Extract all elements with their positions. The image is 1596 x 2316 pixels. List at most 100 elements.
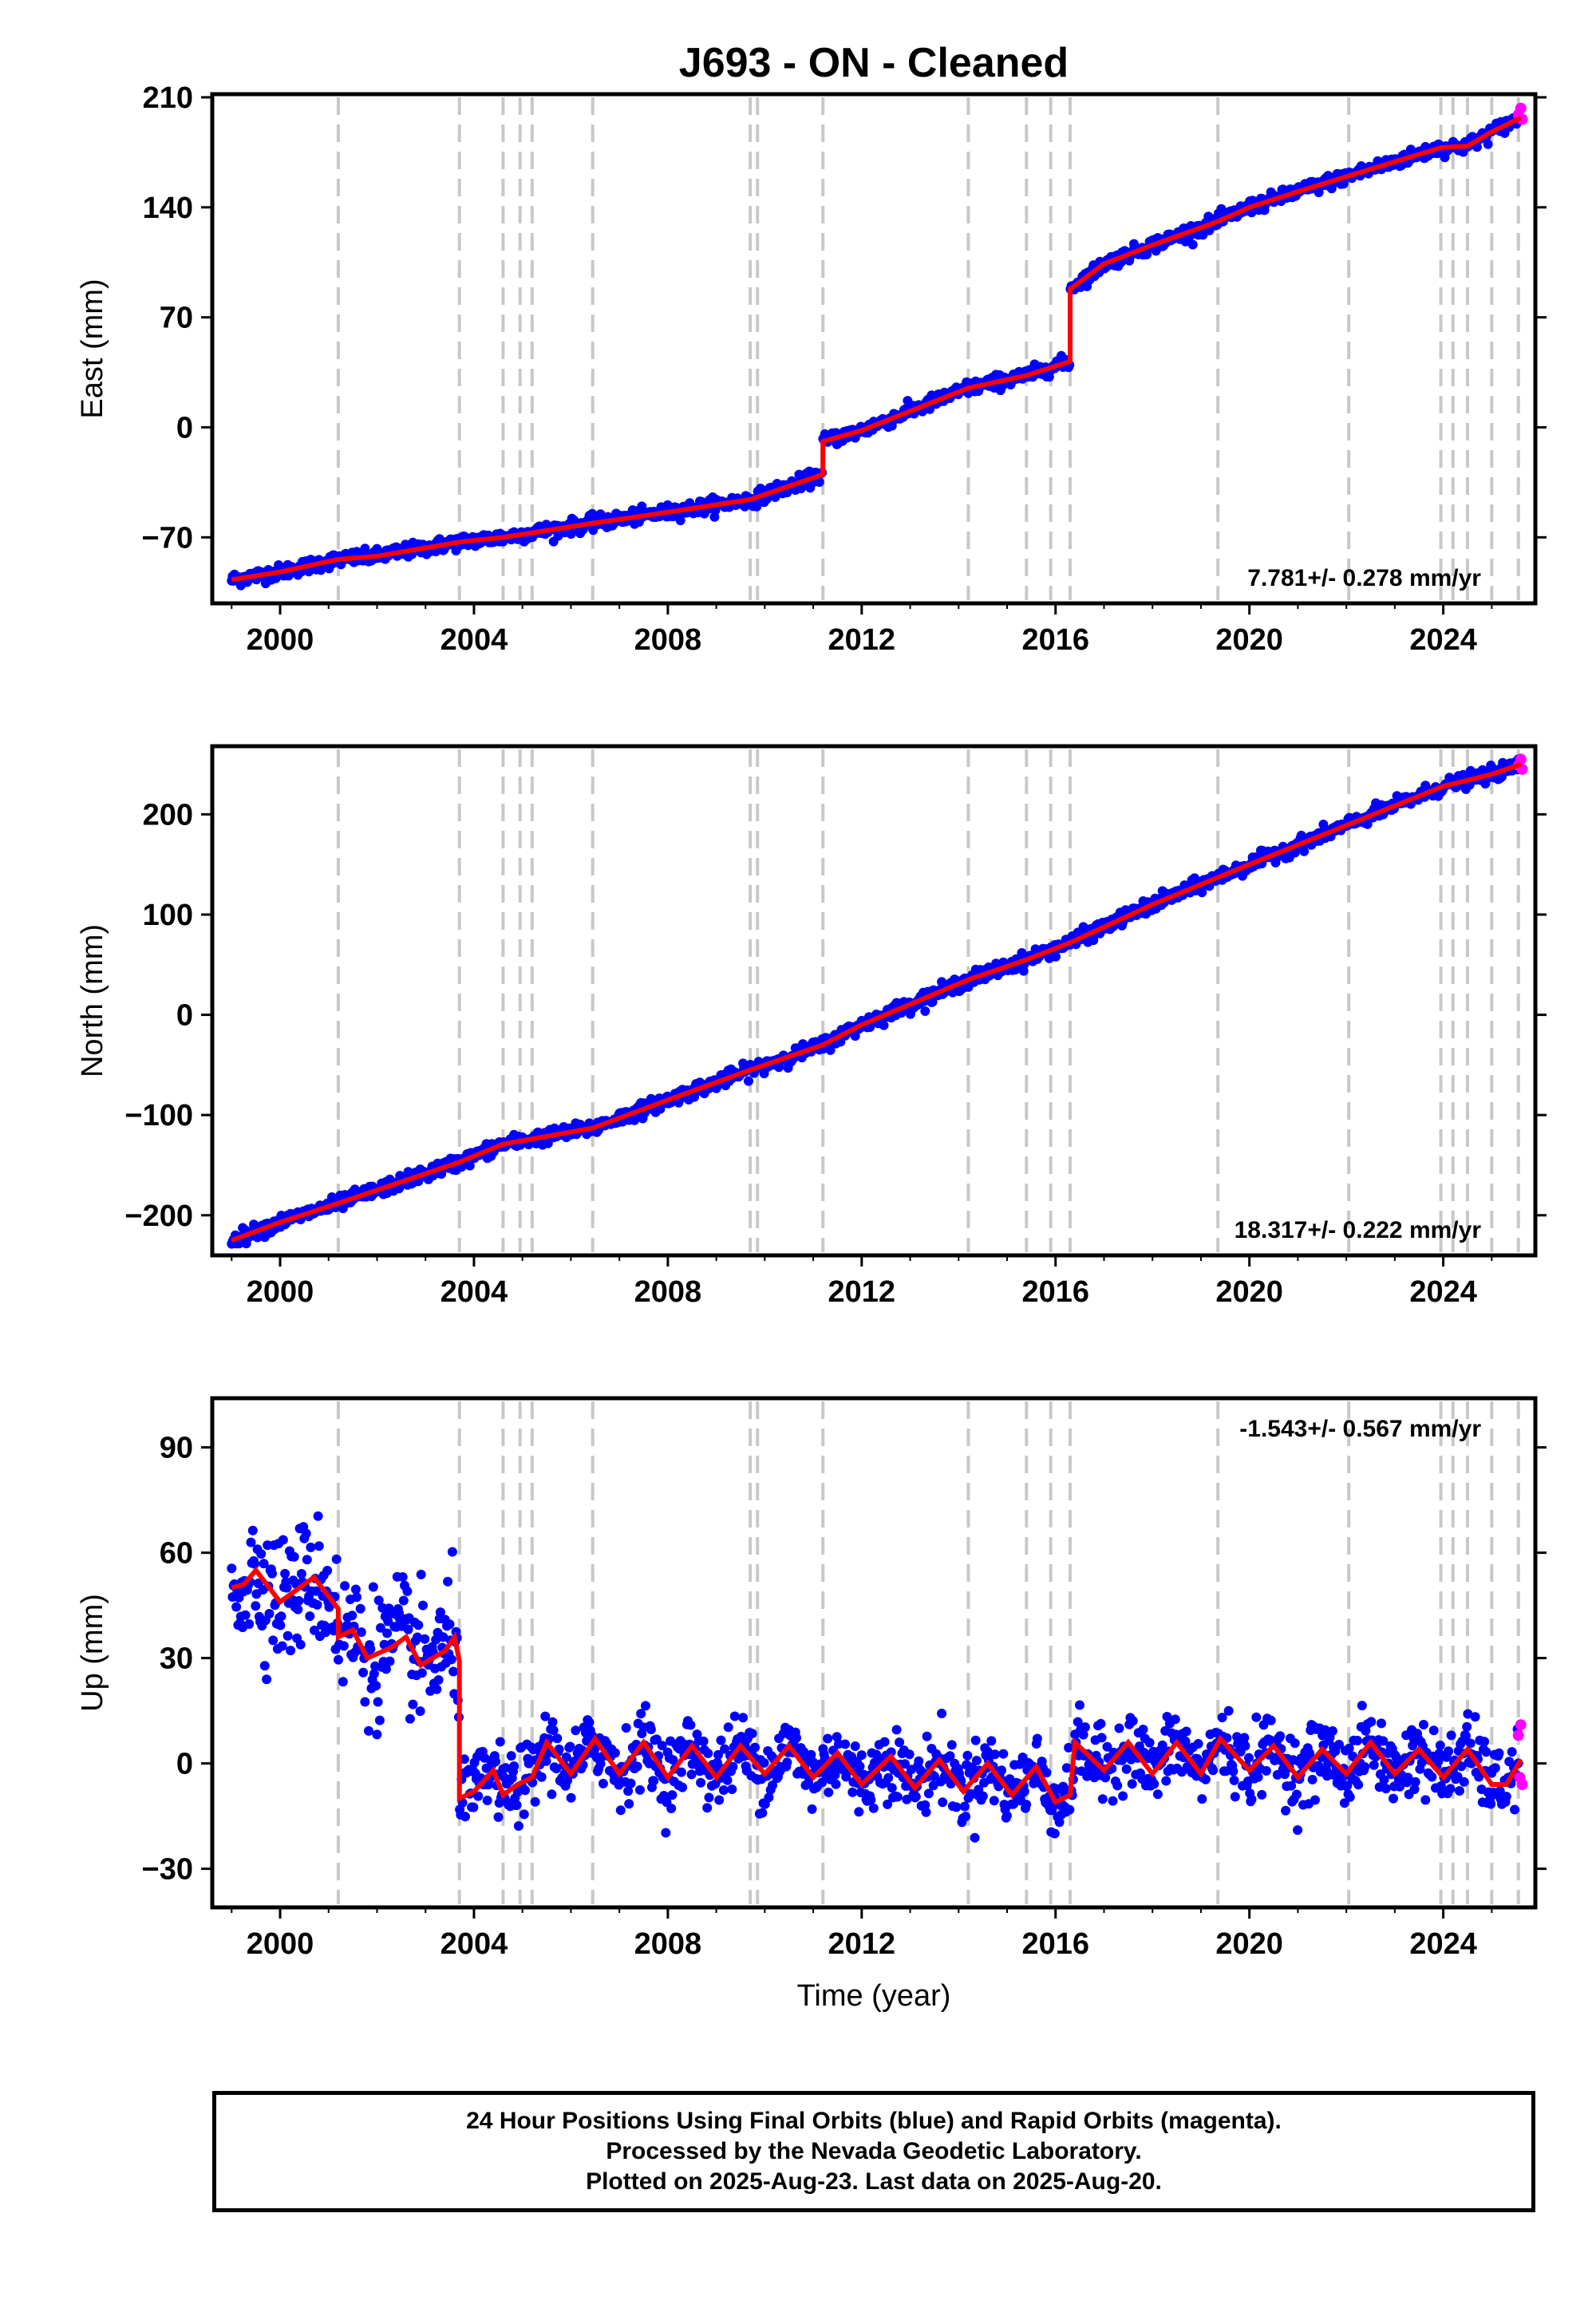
data-point bbox=[621, 1723, 631, 1733]
data-point bbox=[1152, 1789, 1163, 1800]
data-point bbox=[986, 1736, 997, 1746]
data-point bbox=[500, 1763, 511, 1773]
data-point bbox=[1181, 1726, 1191, 1737]
data-point bbox=[1456, 1761, 1467, 1772]
data-point bbox=[1180, 1736, 1191, 1746]
data-point bbox=[923, 1788, 934, 1799]
x-tick-label: 2016 bbox=[1021, 1927, 1089, 1961]
x-tick-label: 2000 bbox=[247, 1275, 314, 1309]
data-point bbox=[1266, 1715, 1276, 1725]
data-point bbox=[244, 1619, 255, 1629]
data-point bbox=[971, 1756, 982, 1765]
data-point bbox=[536, 1772, 547, 1782]
data-point bbox=[1018, 966, 1029, 976]
data-point bbox=[661, 1828, 671, 1838]
data-point bbox=[314, 1541, 324, 1551]
data-point bbox=[747, 1729, 757, 1739]
data-point bbox=[587, 508, 598, 519]
data-point bbox=[615, 1805, 626, 1816]
y-tick-label: 200 bbox=[143, 798, 193, 832]
data-point bbox=[460, 1812, 470, 1822]
rate-annotation: 18.317+/- 0.222 mm/yr bbox=[1235, 1217, 1482, 1243]
data-point bbox=[1445, 1784, 1456, 1794]
data-point bbox=[750, 1742, 760, 1753]
data-point bbox=[282, 1630, 293, 1641]
data-point bbox=[277, 1641, 287, 1651]
y-tick-label: 100 bbox=[143, 899, 193, 932]
final-orbit-points bbox=[227, 1511, 1523, 1843]
data-point bbox=[358, 1667, 369, 1678]
data-point bbox=[398, 1595, 409, 1606]
data-point bbox=[1187, 239, 1198, 250]
data-point bbox=[565, 1741, 575, 1752]
data-point bbox=[1121, 1764, 1132, 1774]
data-point bbox=[547, 1789, 557, 1800]
data-point bbox=[286, 1646, 296, 1656]
data-point bbox=[1144, 1737, 1155, 1748]
data-point bbox=[334, 1654, 343, 1665]
data-point bbox=[702, 1803, 713, 1813]
data-point bbox=[491, 1757, 501, 1767]
data-point bbox=[727, 1784, 737, 1794]
data-point bbox=[402, 1586, 413, 1596]
data-point bbox=[1244, 1753, 1254, 1763]
data-point bbox=[302, 1555, 312, 1565]
rapid-orbit-point bbox=[1516, 1779, 1528, 1790]
data-point bbox=[369, 1669, 379, 1679]
data-point bbox=[840, 1739, 851, 1749]
data-point bbox=[1170, 1714, 1180, 1725]
data-point bbox=[598, 1778, 608, 1788]
data-point bbox=[561, 1752, 571, 1762]
data-point bbox=[1490, 1763, 1500, 1773]
x-tick-label: 2004 bbox=[440, 1927, 508, 1961]
data-point bbox=[1433, 1756, 1444, 1766]
rate-annotation: 7.781+/- 0.278 mm/yr bbox=[1247, 565, 1481, 591]
panel-3: 2000 2004 2008 2012 2016 2020 2024 −30 0 30 60 90 Up… bbox=[76, 1396, 1547, 1961]
footer-line-3: Plotted on 2025-Aug-23. Last data on 202… bbox=[586, 2168, 1162, 2195]
data-point bbox=[850, 1741, 860, 1751]
data-point bbox=[1061, 1763, 1072, 1773]
data-point bbox=[312, 1599, 322, 1610]
data-point bbox=[1327, 1726, 1337, 1736]
x-tick-label: 2008 bbox=[634, 623, 702, 657]
data-point bbox=[970, 1735, 981, 1745]
data-point bbox=[1217, 1713, 1227, 1723]
data-point bbox=[978, 1791, 988, 1801]
data-point bbox=[240, 1610, 251, 1620]
data-point bbox=[340, 1581, 350, 1591]
data-point bbox=[666, 1804, 677, 1813]
x-tick-label: 2012 bbox=[828, 1275, 896, 1309]
data-point bbox=[831, 1779, 841, 1789]
data-point bbox=[1197, 887, 1207, 898]
data-point bbox=[1342, 1780, 1353, 1791]
data-point bbox=[632, 1761, 642, 1772]
chart-title: J693 - ON - Cleaned bbox=[679, 40, 1069, 86]
data-point bbox=[1408, 1741, 1418, 1751]
data-point bbox=[1494, 1748, 1504, 1758]
data-point bbox=[610, 1748, 620, 1758]
data-point bbox=[1381, 1784, 1391, 1794]
x-tick-label: 2012 bbox=[828, 623, 896, 657]
data-point bbox=[1275, 1731, 1286, 1741]
data-point bbox=[418, 1600, 428, 1611]
y-tick-label: 0 bbox=[176, 411, 193, 445]
data-point bbox=[1001, 1811, 1012, 1821]
data-point bbox=[892, 1792, 903, 1802]
data-point bbox=[1360, 1762, 1370, 1772]
data-point bbox=[250, 1559, 260, 1569]
data-point bbox=[448, 1666, 459, 1677]
y-tick-label: 70 bbox=[160, 302, 193, 335]
data-point bbox=[530, 1796, 540, 1807]
data-point bbox=[267, 1568, 277, 1579]
data-point bbox=[636, 1709, 646, 1719]
y-axis-label: Up (mm) bbox=[76, 1594, 109, 1712]
data-point bbox=[1428, 1725, 1439, 1736]
data-point bbox=[928, 1780, 938, 1791]
data-point bbox=[1239, 1733, 1250, 1743]
data-point bbox=[1459, 1777, 1469, 1787]
data-point bbox=[548, 1725, 559, 1735]
data-point bbox=[696, 1777, 706, 1788]
data-point bbox=[1455, 1786, 1464, 1796]
data-point bbox=[444, 1619, 455, 1630]
